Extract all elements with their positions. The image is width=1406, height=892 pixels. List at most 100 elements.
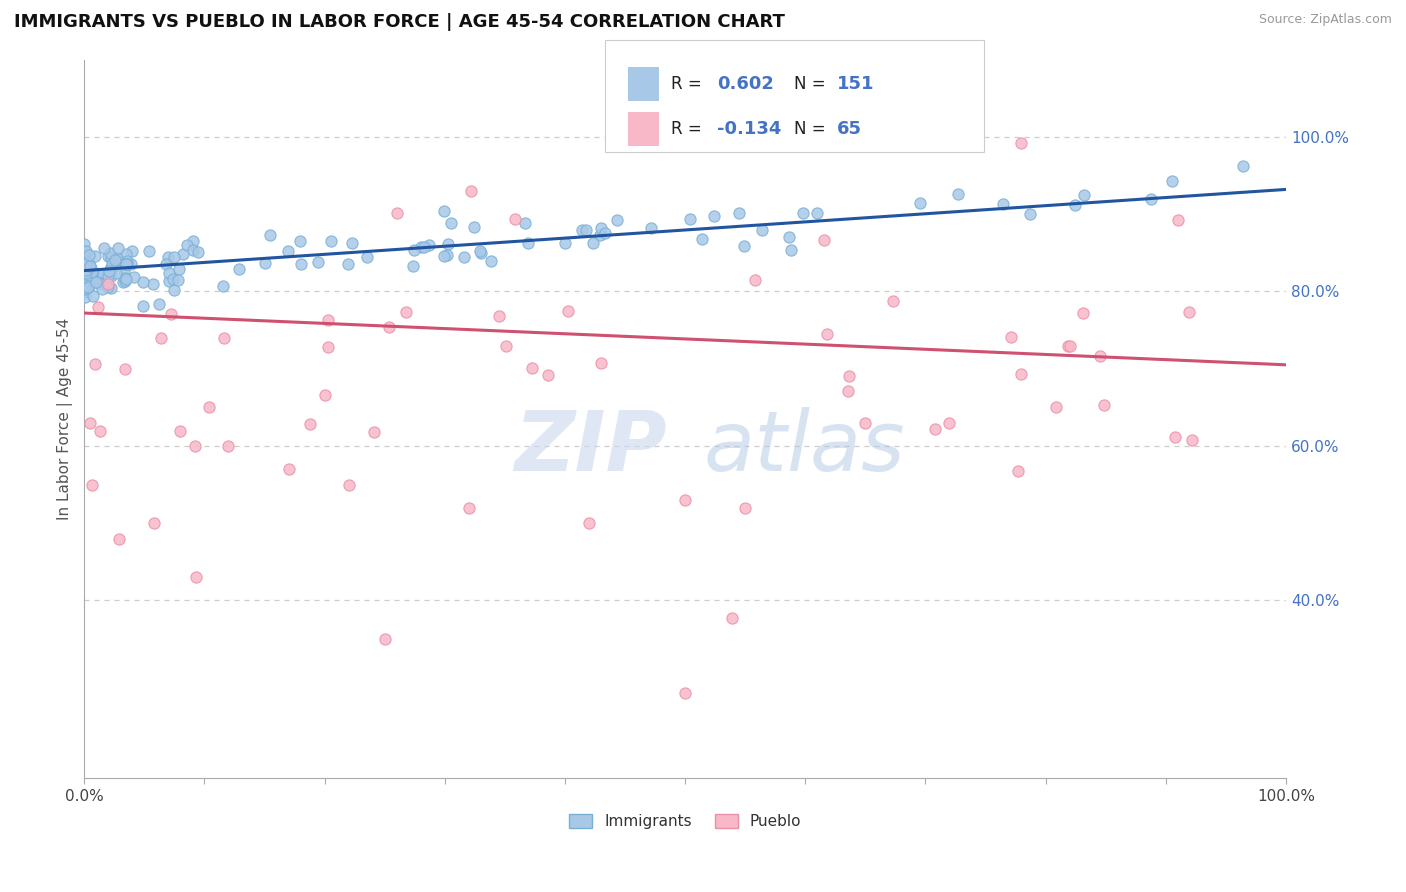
Point <box>882 293 904 308</box>
Point <box>114 361 136 376</box>
Point <box>578 516 600 531</box>
Point <box>853 416 876 430</box>
Point <box>640 221 662 235</box>
Point <box>181 234 204 248</box>
Point <box>1007 464 1029 478</box>
Point <box>503 212 526 227</box>
Point <box>73 257 96 271</box>
Point <box>148 297 170 311</box>
Point <box>73 275 96 289</box>
Point <box>98 246 121 260</box>
Point <box>75 283 97 297</box>
Point <box>82 272 104 286</box>
Point <box>734 500 756 515</box>
Point <box>114 256 136 270</box>
Point <box>155 257 177 271</box>
Point <box>395 304 418 318</box>
Point <box>131 276 153 290</box>
Point <box>1064 198 1087 212</box>
Point <box>73 267 96 281</box>
Point <box>779 230 801 244</box>
Point <box>679 212 702 227</box>
Point <box>703 209 725 223</box>
Text: N =: N = <box>794 75 831 93</box>
Point <box>75 266 97 280</box>
Point <box>73 249 96 263</box>
Point <box>87 300 110 314</box>
Point <box>356 251 378 265</box>
Point <box>991 197 1014 211</box>
Point <box>779 243 801 257</box>
Point <box>84 357 107 371</box>
Point <box>806 205 828 219</box>
Text: atlas: atlas <box>703 407 905 488</box>
Text: 151: 151 <box>837 75 875 93</box>
Point <box>1071 306 1094 320</box>
Point <box>184 439 207 453</box>
Point <box>218 439 240 453</box>
Point <box>1164 430 1187 444</box>
Point <box>104 252 127 267</box>
Point <box>589 228 612 243</box>
Text: 65: 65 <box>837 120 862 137</box>
Point <box>1045 400 1067 414</box>
Point <box>1000 329 1022 343</box>
Point <box>228 261 250 276</box>
Point <box>77 268 100 282</box>
Point <box>79 416 101 430</box>
Point <box>277 462 299 476</box>
Point <box>402 259 425 273</box>
Point <box>436 248 458 262</box>
Point <box>138 244 160 259</box>
Point <box>363 425 385 439</box>
Point <box>104 266 127 280</box>
Point <box>1181 433 1204 447</box>
Point <box>690 232 713 246</box>
Point <box>1232 159 1254 173</box>
Point <box>1088 349 1111 363</box>
Point <box>76 256 98 270</box>
Point <box>73 252 96 267</box>
Point <box>214 331 236 345</box>
Point <box>453 250 475 264</box>
Point <box>946 186 969 201</box>
Point <box>76 261 98 276</box>
Point <box>79 259 101 273</box>
Point <box>792 206 814 220</box>
Point <box>149 331 172 345</box>
Point <box>181 243 204 257</box>
Point <box>77 279 100 293</box>
Point <box>673 686 696 700</box>
Point <box>80 264 103 278</box>
Point <box>751 223 773 237</box>
Point <box>582 236 605 251</box>
Point <box>73 252 96 267</box>
Point <box>517 236 540 251</box>
Point <box>172 247 194 261</box>
Point <box>1059 338 1081 352</box>
Point <box>79 257 101 271</box>
Point <box>73 261 96 276</box>
Point <box>73 277 96 292</box>
Point <box>1140 192 1163 206</box>
Point <box>378 320 401 334</box>
Point <box>1010 136 1032 151</box>
Point <box>495 339 517 353</box>
Point <box>457 500 479 515</box>
Point <box>89 424 111 438</box>
Point <box>105 252 128 266</box>
Point <box>75 260 97 274</box>
Point <box>114 257 136 271</box>
Point <box>82 265 104 279</box>
Point <box>75 244 97 259</box>
Point <box>112 275 135 289</box>
Point <box>87 276 110 290</box>
Point <box>299 417 322 431</box>
Point <box>73 285 96 299</box>
Point <box>157 274 180 288</box>
Y-axis label: In Labor Force | Age 45-54: In Labor Force | Age 45-54 <box>58 318 73 520</box>
Point <box>385 206 408 220</box>
Point <box>73 282 96 296</box>
Point <box>117 254 139 268</box>
Point <box>73 237 96 252</box>
